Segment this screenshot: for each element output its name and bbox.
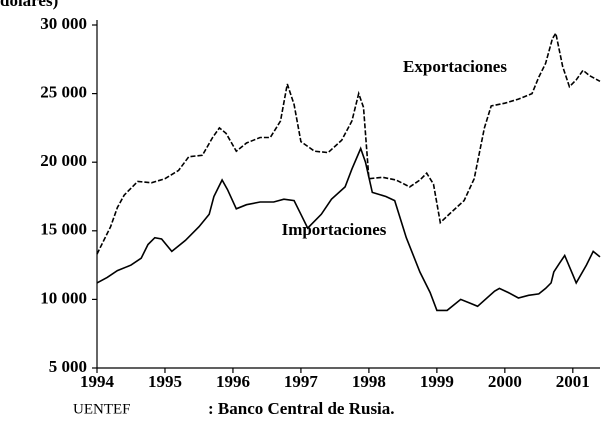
series-line (96, 146, 601, 312)
y-tick-label: 10 000 (40, 288, 87, 307)
x-tick-label: 1999 (420, 372, 454, 391)
y-tick-label: 5 000 (49, 357, 87, 376)
source-label: UENTEF (73, 401, 131, 417)
y-tick-label: 30 000 (40, 14, 87, 33)
x-tick-label: 1995 (148, 372, 182, 391)
x-tick-label: 1994 (80, 372, 115, 391)
source: : Banco Central de Rusia. (208, 399, 395, 418)
x-tick-label: 1998 (352, 372, 386, 391)
x-tick-label: 1996 (216, 372, 250, 391)
y-tick-label: 15 000 (40, 220, 87, 239)
y-tick-label: 20 000 (40, 151, 87, 170)
series-label: Exportaciones (403, 57, 507, 76)
x-tick-label: 1997 (284, 372, 319, 391)
x-tick-label: 2001 (556, 372, 590, 391)
x-tick-label: 2000 (488, 372, 522, 391)
series-label: Importaciones (282, 220, 387, 239)
chart-title: dólares) (0, 0, 58, 10)
y-tick-label: 25 000 (40, 83, 87, 102)
series-line (96, 31, 601, 255)
